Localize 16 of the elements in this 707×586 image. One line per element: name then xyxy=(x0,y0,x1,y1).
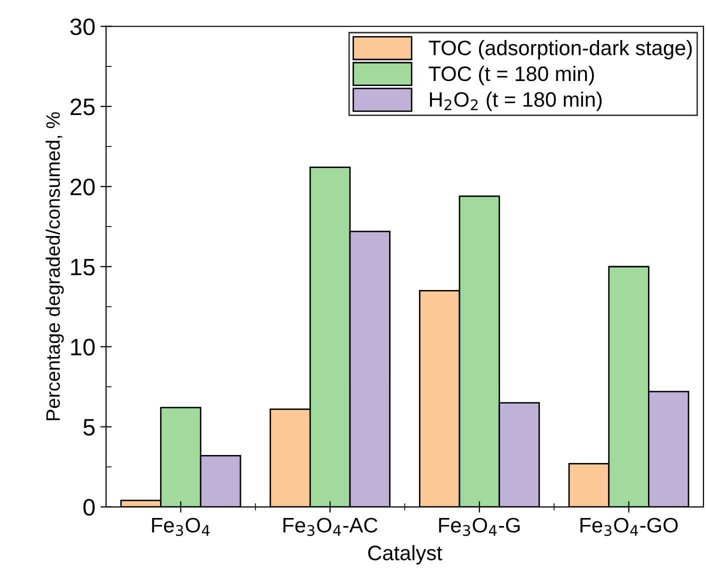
y-axis-title: Percentage degraded/consumed, % xyxy=(46,112,64,420)
x-tick-label: Fe$_{3}$O$_{4}$-G xyxy=(439,518,520,536)
legend-label: TOC (adsorption-dark stage) xyxy=(428,40,692,60)
x-axis-title: Catalyst xyxy=(368,545,442,564)
y-tick-label: 5 xyxy=(83,419,95,436)
y-tick-label: 30 xyxy=(70,18,95,36)
y-tick-label: 20 xyxy=(70,178,95,196)
legend-label: TOC (t = 180 min) xyxy=(428,66,594,86)
y-tick-label: 10 xyxy=(71,338,95,356)
legend-label: H$_{2}$O$_{2}$ (t = 180 min) xyxy=(430,92,602,111)
x-tick-label: Fe$_{3}$O$_{4}$ xyxy=(152,518,210,536)
y-tick-label: 15 xyxy=(71,258,95,276)
y-tick-label: 25 xyxy=(70,98,95,116)
x-tick-label: Fe$_{3}$O$_{4}$-GO xyxy=(580,518,678,536)
y-tick-label: 0 xyxy=(83,498,95,516)
x-tick-label: Fe$_{3}$O$_{4}$-AC xyxy=(283,518,378,536)
